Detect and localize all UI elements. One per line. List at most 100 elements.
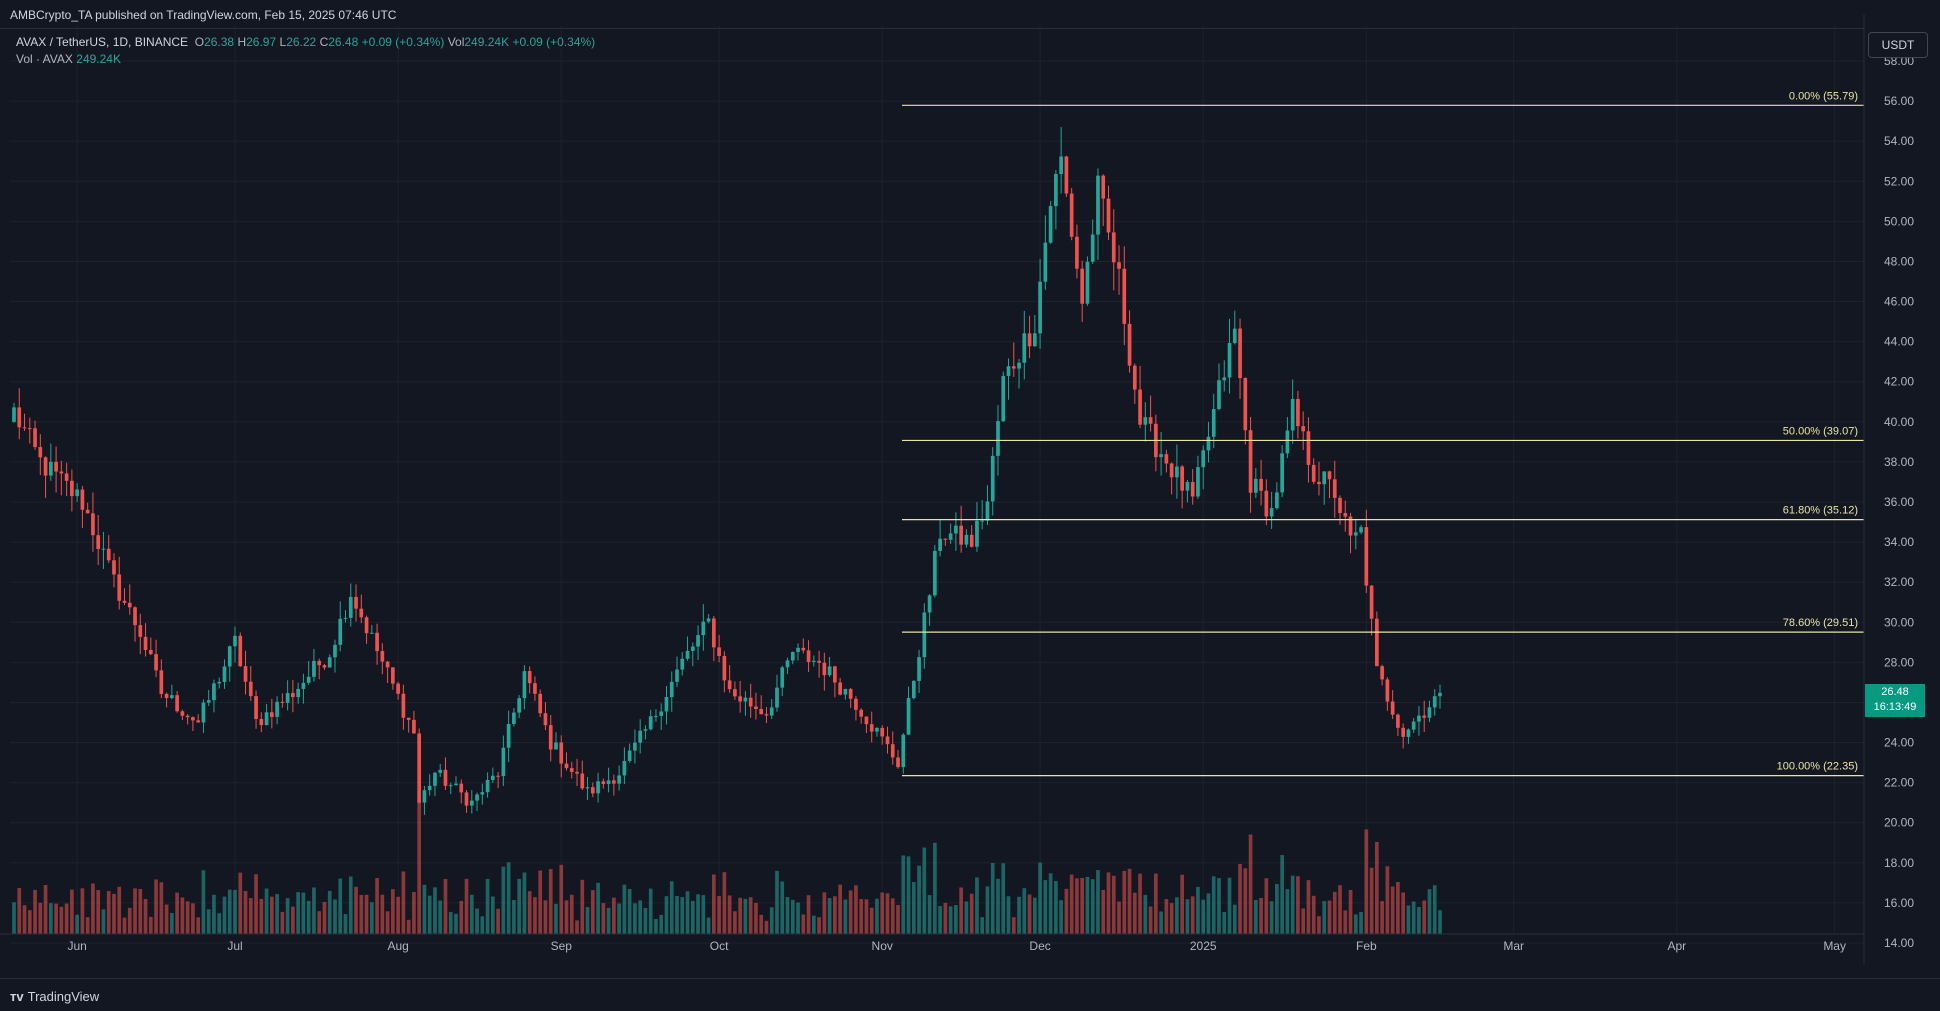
bar-countdown: 16:13:49: [1873, 701, 1917, 713]
volume-bar: [22, 905, 27, 934]
candle-body: [1238, 328, 1242, 379]
volume-bar: [259, 898, 264, 934]
candle-body: [459, 783, 464, 793]
volume-bar: [1406, 905, 1411, 934]
open-value: 26.38: [204, 35, 235, 49]
candle-body: [1269, 508, 1274, 517]
candle-body: [527, 671, 532, 684]
volume-bar: [769, 907, 774, 934]
volume-bar: [669, 881, 674, 934]
volume-bar: [1106, 872, 1111, 934]
candle-body: [1348, 516, 1353, 536]
candle-body: [422, 790, 427, 803]
volume-bar: [317, 911, 322, 934]
candle-body: [185, 715, 190, 718]
volume-bar: [601, 903, 606, 934]
volume-bar: [1232, 904, 1237, 934]
volume-bar: [1211, 876, 1216, 934]
volume-bar: [822, 892, 827, 934]
candle-body: [938, 538, 942, 551]
volume-bar: [1217, 878, 1221, 934]
volume-bar: [285, 898, 290, 934]
volume-bar: [117, 886, 122, 934]
volume-bar: [38, 902, 43, 934]
volume-indicator-label[interactable]: Vol · AVAX: [16, 52, 73, 66]
candle-body: [248, 681, 253, 697]
candle-body: [606, 780, 611, 785]
volume-bar: [175, 892, 179, 934]
symbol-name[interactable]: AVAX / TetherUS, 1D, BINANCE: [16, 35, 189, 49]
volume-bar: [154, 879, 158, 934]
volume-bar: [612, 897, 616, 934]
volume-bar: [1417, 907, 1421, 934]
candle-body: [775, 687, 779, 708]
candle-body: [838, 682, 842, 695]
candle-body: [91, 513, 95, 536]
volume-bar: [1327, 900, 1332, 934]
candle-body: [780, 667, 785, 688]
candle-body: [233, 635, 237, 647]
volume-bar: [569, 894, 574, 934]
volume-bar: [1332, 891, 1337, 934]
volume-bar: [664, 896, 669, 934]
candle-body: [1064, 156, 1069, 194]
candle-body: [833, 666, 837, 683]
candle-body: [669, 681, 674, 698]
candlestick-chart[interactable]: 0.00% (55.79) 50.00% (39.07) 61.80% (35.12…: [0, 0, 1940, 978]
candle-body: [801, 647, 806, 651]
candle-body: [243, 666, 248, 682]
volume-bar: [1154, 873, 1158, 934]
volume-bar: [543, 900, 548, 934]
candle-body: [1164, 454, 1169, 464]
candle-body: [391, 667, 395, 684]
price-tick-label: 54.00: [1884, 134, 1914, 148]
candle-body: [1185, 482, 1190, 491]
volume-bar: [696, 894, 700, 934]
candle-body: [712, 618, 716, 648]
candle-body: [1432, 696, 1437, 708]
volume-bar: [417, 794, 422, 934]
volume-bar: [17, 888, 22, 934]
low-value: 26.22: [286, 35, 317, 49]
candle-body: [822, 662, 827, 676]
candle-body: [438, 769, 443, 773]
price-tick-label: 46.00: [1884, 295, 1914, 309]
volume-bar: [217, 913, 222, 934]
tradingview-logo[interactable]: ᴛᴠ TradingView: [10, 989, 99, 1004]
candle-body: [996, 421, 1000, 456]
volume-bar: [106, 891, 111, 934]
volume-bar: [1227, 877, 1232, 934]
volume-bar: [1075, 878, 1079, 934]
candle-body: [348, 596, 353, 618]
volume-bar: [275, 894, 279, 934]
volume-bar: [590, 890, 595, 934]
price-tick-label: 18.00: [1884, 856, 1914, 870]
candle-body: [1175, 466, 1179, 478]
volume-bar: [1296, 876, 1300, 934]
candle-body: [359, 608, 364, 618]
price-tick-label: 14.00: [1884, 936, 1914, 950]
volume-bar: [901, 855, 906, 934]
candle-body: [764, 714, 769, 716]
candle-body: [1385, 679, 1390, 702]
candle-body: [1143, 417, 1148, 425]
volume-bar: [1064, 888, 1069, 934]
volume-bar: [469, 894, 474, 934]
candle-body: [685, 650, 690, 659]
candle-body: [180, 711, 185, 716]
volume-bar: [464, 878, 469, 934]
volume-bar: [138, 888, 143, 934]
volume-bar: [1043, 880, 1048, 934]
close-label: C: [319, 35, 329, 49]
volume-bar: [922, 847, 927, 934]
volume-bar: [185, 901, 190, 934]
volume-bar: [675, 895, 679, 934]
candle-body: [454, 783, 458, 786]
symbol-legend: AVAX / TetherUS, 1D, BINANCE O26.38 H26.…: [16, 34, 595, 68]
volume-bar: [1159, 911, 1163, 934]
volume-indicator-value: 249.24K: [76, 52, 121, 66]
currency-button[interactable]: USDT: [1868, 32, 1928, 58]
price-tick-label: 32.00: [1884, 575, 1914, 589]
volume-bar: [312, 887, 316, 934]
candle-body: [48, 461, 53, 476]
